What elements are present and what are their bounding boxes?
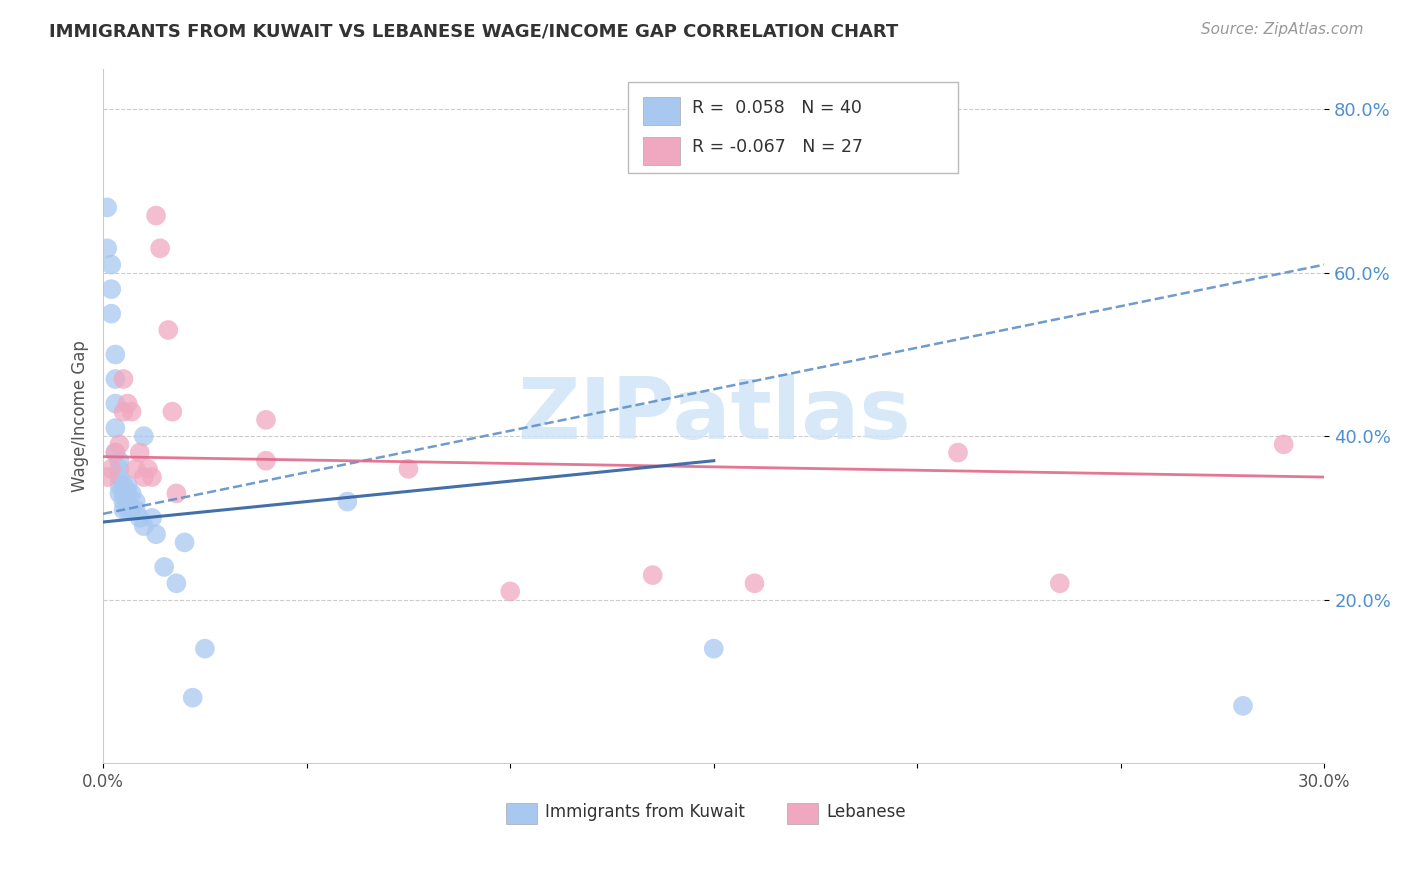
Point bbox=[499, 584, 522, 599]
Point bbox=[157, 323, 180, 337]
Bar bbox=[506, 804, 537, 824]
Point bbox=[117, 396, 139, 410]
Point bbox=[100, 307, 122, 321]
Point bbox=[112, 478, 135, 492]
Point bbox=[108, 478, 131, 492]
Text: Source: ZipAtlas.com: Source: ZipAtlas.com bbox=[1201, 22, 1364, 37]
Point bbox=[149, 241, 172, 255]
Point bbox=[117, 502, 139, 516]
Point bbox=[398, 462, 420, 476]
Point bbox=[136, 462, 159, 476]
Point bbox=[96, 241, 118, 255]
Point bbox=[125, 494, 148, 508]
Point bbox=[100, 462, 122, 476]
FancyBboxPatch shape bbox=[628, 82, 957, 173]
Text: IMMIGRANTS FROM KUWAIT VS LEBANESE WAGE/INCOME GAP CORRELATION CHART: IMMIGRANTS FROM KUWAIT VS LEBANESE WAGE/… bbox=[49, 22, 898, 40]
Y-axis label: Wage/Income Gap: Wage/Income Gap bbox=[72, 340, 89, 491]
Point bbox=[641, 568, 664, 582]
Point bbox=[128, 511, 150, 525]
Point bbox=[121, 502, 143, 516]
Point bbox=[117, 478, 139, 492]
Point bbox=[173, 535, 195, 549]
Point bbox=[946, 445, 969, 459]
Point bbox=[703, 641, 725, 656]
Point bbox=[104, 445, 127, 459]
Point bbox=[1272, 437, 1295, 451]
Point bbox=[145, 527, 167, 541]
Point bbox=[104, 445, 127, 459]
Point bbox=[100, 282, 122, 296]
Point bbox=[117, 486, 139, 500]
Text: ZIPatlas: ZIPatlas bbox=[517, 375, 911, 458]
Point bbox=[108, 437, 131, 451]
Point bbox=[112, 486, 135, 500]
Text: Immigrants from Kuwait: Immigrants from Kuwait bbox=[546, 803, 745, 821]
Point bbox=[121, 486, 143, 500]
Point bbox=[141, 470, 163, 484]
Point bbox=[104, 421, 127, 435]
Point bbox=[254, 454, 277, 468]
Point bbox=[112, 494, 135, 508]
Point bbox=[104, 347, 127, 361]
Point bbox=[744, 576, 766, 591]
Point bbox=[165, 576, 187, 591]
Point bbox=[254, 413, 277, 427]
Text: R =  0.058   N = 40: R = 0.058 N = 40 bbox=[692, 99, 862, 117]
Point bbox=[128, 445, 150, 459]
Point bbox=[181, 690, 204, 705]
Text: R = -0.067   N = 27: R = -0.067 N = 27 bbox=[692, 138, 863, 156]
Point bbox=[108, 470, 131, 484]
Point bbox=[104, 372, 127, 386]
Point bbox=[96, 201, 118, 215]
Point bbox=[141, 511, 163, 525]
Point bbox=[112, 372, 135, 386]
Point bbox=[108, 486, 131, 500]
Point bbox=[132, 470, 155, 484]
Bar bbox=[787, 804, 817, 824]
Point bbox=[117, 494, 139, 508]
Point bbox=[1232, 698, 1254, 713]
Point bbox=[336, 494, 359, 508]
Point bbox=[153, 560, 176, 574]
Point bbox=[96, 470, 118, 484]
Point bbox=[194, 641, 217, 656]
Bar bbox=[643, 137, 679, 165]
Point bbox=[132, 429, 155, 443]
Point bbox=[1049, 576, 1071, 591]
Point bbox=[108, 454, 131, 468]
Text: Lebanese: Lebanese bbox=[827, 803, 905, 821]
Point bbox=[100, 258, 122, 272]
Point bbox=[165, 486, 187, 500]
Point bbox=[125, 462, 148, 476]
Bar bbox=[643, 97, 679, 125]
Point bbox=[112, 405, 135, 419]
Point bbox=[125, 502, 148, 516]
Point bbox=[121, 405, 143, 419]
Point bbox=[112, 502, 135, 516]
Point bbox=[162, 405, 184, 419]
Point bbox=[145, 209, 167, 223]
Point bbox=[132, 519, 155, 533]
Point bbox=[108, 462, 131, 476]
Point bbox=[104, 396, 127, 410]
